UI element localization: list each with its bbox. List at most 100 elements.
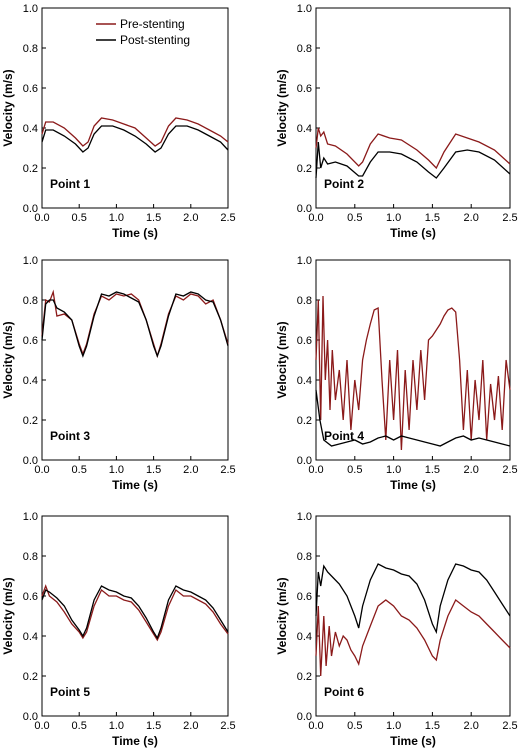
y-tick-label: 0.2 — [297, 671, 312, 683]
y-tick-label: 0.6 — [23, 591, 38, 603]
y-tick-label: 0.0 — [23, 203, 38, 215]
y-tick-label: 0.2 — [23, 415, 38, 427]
x-tick-label: 2.5 — [502, 212, 517, 224]
x-tick-label: 0.0 — [34, 720, 49, 732]
x-tick-label: 1.5 — [146, 720, 161, 732]
y-tick-label: 0.8 — [297, 551, 312, 563]
series-line-post-stenting — [315, 389, 511, 447]
x-tick-label: 1.0 — [386, 720, 401, 732]
x-tick-label: 2.0 — [464, 720, 479, 732]
plot-frame — [41, 7, 229, 209]
y-tick-label: 0.8 — [23, 43, 38, 55]
series-line-pre-stenting — [41, 289, 229, 359]
y-tick-label: 0.2 — [23, 163, 38, 175]
x-tick-label: 0.5 — [347, 464, 362, 476]
x-tick-label: 1.5 — [425, 212, 440, 224]
x-axis-label: Time (s) — [390, 226, 436, 240]
y-tick-label: 0.0 — [23, 711, 38, 723]
x-tick-label: 0.0 — [34, 464, 49, 476]
x-axis-label: Time (s) — [390, 734, 436, 748]
series-line-post-stenting — [315, 141, 511, 179]
x-tick-label: 2.0 — [464, 464, 479, 476]
y-tick-label: 1.0 — [23, 255, 38, 267]
x-tick-label: 2.0 — [183, 464, 198, 476]
x-tick-label: 1.5 — [146, 212, 161, 224]
y-tick-label: 0.4 — [23, 631, 38, 643]
x-tick-label: 2.5 — [220, 464, 235, 476]
y-tick-label: 0.8 — [297, 43, 312, 55]
y-axis-label: Velocity (m/s) — [1, 577, 15, 654]
chart-panel-1: 0.0 0.5 1.0 1.5 2.0 2.5 0.0 0.2 0.4 0.6 0.8 1.0 Time… — [1, 3, 236, 240]
y-tick-label: 0.8 — [23, 551, 38, 563]
point-label: Point 4 — [324, 429, 364, 443]
x-tick-label: 1.0 — [109, 212, 124, 224]
series-line-post-stenting — [41, 585, 229, 640]
y-axis-label: Velocity (m/s) — [275, 69, 289, 146]
point-label: Point 6 — [324, 685, 364, 699]
y-tick-label: 0.4 — [23, 375, 38, 387]
chart-panel-5: 0.0 0.5 1.0 1.5 2.0 2.5 0.0 0.2 0.4 0.6 0.8 1.0 Time… — [1, 511, 236, 748]
x-tick-label: 1.0 — [109, 464, 124, 476]
x-axis-label: Time (s) — [112, 478, 158, 492]
y-tick-label: 0.6 — [23, 335, 38, 347]
y-tick-label: 0.8 — [23, 295, 38, 307]
y-tick-label: 0.0 — [23, 455, 38, 467]
y-tick-label: 0.6 — [297, 83, 312, 95]
y-tick-label: 1.0 — [23, 3, 38, 15]
x-tick-label: 0.0 — [308, 212, 323, 224]
y-tick-label: 0.4 — [297, 375, 312, 387]
y-tick-label: 1.0 — [297, 3, 312, 15]
x-axis-label: Time (s) — [112, 226, 158, 240]
point-label: Point 3 — [50, 429, 90, 443]
x-tick-label: 1.5 — [425, 464, 440, 476]
chart-panel-2: 0.0 0.5 1.0 1.5 2.0 2.5 0.0 0.2 0.4 0.6 0.8 1.0 Time… — [275, 3, 518, 240]
chart-panel-6: 0.0 0.5 1.0 1.5 2.0 2.5 0.0 0.2 0.4 0.6 0.8 1.0 Time… — [275, 511, 518, 748]
x-tick-label: 2.0 — [183, 212, 198, 224]
x-tick-label: 1.0 — [386, 464, 401, 476]
y-tick-label: 0.6 — [297, 335, 312, 347]
plot-frame — [315, 7, 511, 209]
y-tick-label: 0.4 — [297, 631, 312, 643]
y-tick-label: 1.0 — [297, 255, 312, 267]
x-tick-label: 2.5 — [220, 720, 235, 732]
legend-label: Post-stenting — [120, 33, 190, 47]
x-tick-label: 2.0 — [464, 212, 479, 224]
series-line-pre-stenting — [315, 127, 511, 170]
y-tick-label: 0.0 — [297, 455, 312, 467]
series-line-post-stenting — [315, 563, 511, 635]
point-label: Point 2 — [324, 177, 364, 191]
x-tick-label: 2.5 — [502, 720, 517, 732]
y-tick-label: 0.6 — [297, 591, 312, 603]
series-line-post-stenting — [41, 291, 229, 358]
x-tick-label: 0.5 — [347, 720, 362, 732]
y-tick-label: 1.0 — [23, 511, 38, 523]
y-tick-label: 0.0 — [297, 203, 312, 215]
legend: Pre-stenting Post-stenting — [96, 17, 190, 47]
series-line-pre-stenting — [315, 295, 511, 451]
plot-frame — [41, 259, 229, 461]
y-tick-label: 0.8 — [297, 295, 312, 307]
y-tick-label: 0.4 — [297, 123, 312, 135]
x-tick-label: 2.0 — [183, 720, 198, 732]
y-tick-label: 0.6 — [23, 83, 38, 95]
x-tick-label: 1.0 — [109, 720, 124, 732]
series-line-pre-stenting — [315, 598, 511, 677]
chart-panel-3: 0.0 0.5 1.0 1.5 2.0 2.5 0.0 0.2 0.4 0.6 0.8 1.0 Time… — [1, 255, 236, 492]
series-line-post-stenting — [41, 125, 229, 153]
x-axis-label: Time (s) — [112, 734, 158, 748]
y-axis-label: Velocity (m/s) — [1, 321, 15, 398]
plot-frame — [41, 515, 229, 717]
y-tick-label: 0.4 — [23, 123, 38, 135]
y-axis-label: Velocity (m/s) — [1, 69, 15, 146]
point-label: Point 1 — [50, 177, 90, 191]
y-tick-label: 1.0 — [297, 511, 312, 523]
x-tick-label: 0.0 — [308, 720, 323, 732]
x-tick-label: 0.5 — [72, 720, 87, 732]
x-tick-label: 0.5 — [72, 464, 87, 476]
y-axis-label: Velocity (m/s) — [275, 321, 289, 398]
x-tick-label: 2.5 — [502, 464, 517, 476]
x-tick-label: 0.0 — [34, 212, 49, 224]
x-tick-label: 1.5 — [425, 720, 440, 732]
series-line-pre-stenting — [41, 117, 229, 147]
